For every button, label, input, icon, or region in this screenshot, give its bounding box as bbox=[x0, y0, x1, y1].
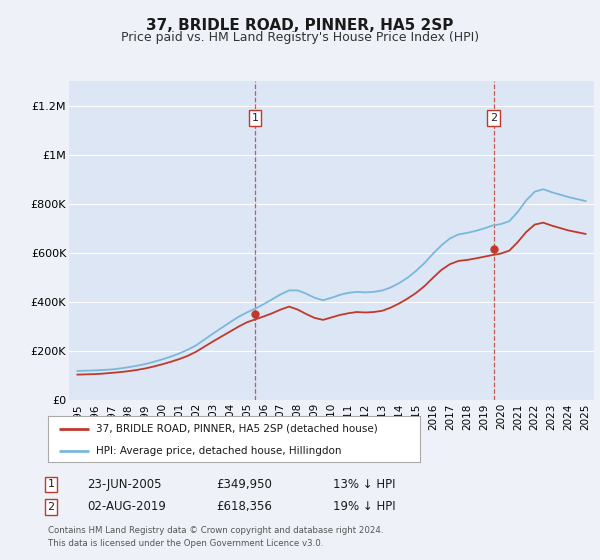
Text: £618,356: £618,356 bbox=[216, 500, 272, 514]
Text: This data is licensed under the Open Government Licence v3.0.: This data is licensed under the Open Gov… bbox=[48, 539, 323, 548]
Text: 19% ↓ HPI: 19% ↓ HPI bbox=[333, 500, 395, 514]
Text: 2: 2 bbox=[490, 113, 497, 123]
Text: 2: 2 bbox=[47, 502, 55, 512]
Text: 37, BRIDLE ROAD, PINNER, HA5 2SP: 37, BRIDLE ROAD, PINNER, HA5 2SP bbox=[146, 18, 454, 33]
Text: 1: 1 bbox=[251, 113, 259, 123]
Text: 23-JUN-2005: 23-JUN-2005 bbox=[87, 478, 161, 491]
Text: 13% ↓ HPI: 13% ↓ HPI bbox=[333, 478, 395, 491]
Text: Contains HM Land Registry data © Crown copyright and database right 2024.: Contains HM Land Registry data © Crown c… bbox=[48, 526, 383, 535]
Text: Price paid vs. HM Land Registry's House Price Index (HPI): Price paid vs. HM Land Registry's House … bbox=[121, 31, 479, 44]
Text: HPI: Average price, detached house, Hillingdon: HPI: Average price, detached house, Hill… bbox=[97, 446, 342, 455]
Text: 02-AUG-2019: 02-AUG-2019 bbox=[87, 500, 166, 514]
Text: 37, BRIDLE ROAD, PINNER, HA5 2SP (detached house): 37, BRIDLE ROAD, PINNER, HA5 2SP (detach… bbox=[97, 424, 378, 434]
Text: £349,950: £349,950 bbox=[216, 478, 272, 491]
Text: 1: 1 bbox=[47, 479, 55, 489]
